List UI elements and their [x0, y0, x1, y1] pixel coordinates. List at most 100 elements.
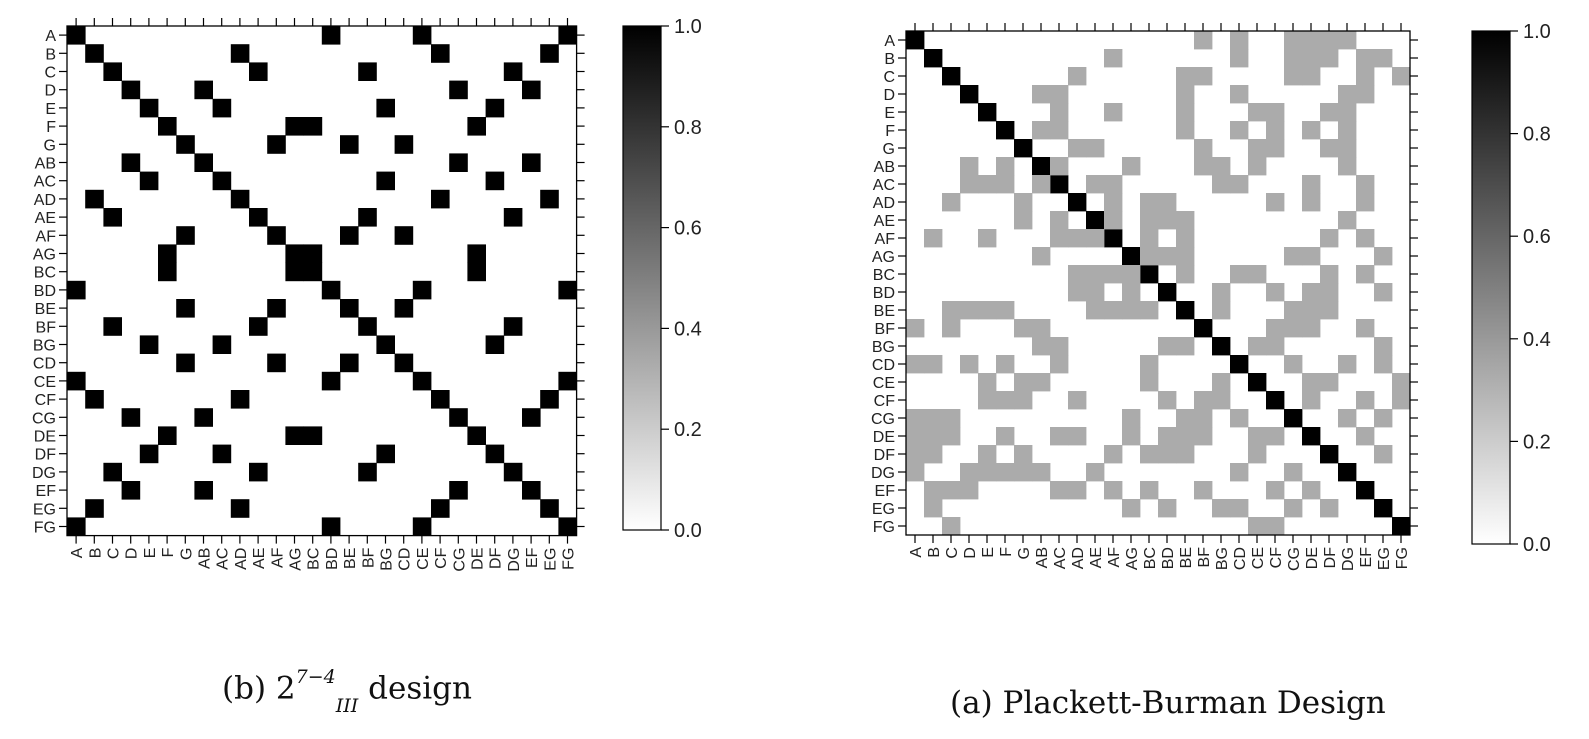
- heatmap-cell-FG-CF: [1266, 517, 1285, 536]
- heatmap-cell-AE-DG: [503, 208, 523, 227]
- heatmap-cell-B-B: [924, 49, 943, 68]
- heatmap-cell-D-BE: [1176, 85, 1195, 104]
- heatmap-cell-DE-F: [158, 426, 177, 445]
- heatmap-cell-AD-AD: [230, 189, 250, 209]
- heatmap-panel-right: AABBCCDDEEFFGGABABACACADADAEAEAFAFAGAGBC…: [871, 21, 1551, 571]
- heatmap-cell-DG-D: [960, 463, 979, 482]
- heatmap-cell-AB-D: [960, 157, 979, 176]
- x-tick-label: BG: [379, 548, 396, 571]
- heatmap-cell-CD-CG: [1284, 355, 1303, 374]
- heatmap-cell-BF-AE: [249, 317, 268, 336]
- heatmap-cell-BD-A: [67, 280, 86, 300]
- heatmap-cell-E-E: [978, 103, 997, 122]
- y-tick-label: DE: [34, 429, 56, 446]
- heatmap-cell-FG-FG: [1392, 517, 1411, 536]
- heatmap-cell-DE-C: [942, 427, 961, 446]
- heatmap-cell-BE-D: [960, 301, 979, 320]
- heatmap-cell-DG-BF: [358, 462, 377, 482]
- heatmap-cell-D-D: [960, 85, 979, 104]
- y-tick-label: CE: [34, 374, 56, 391]
- heatmap-cell-C-C: [103, 62, 122, 81]
- heatmap-cell-G-CD: [394, 135, 414, 154]
- caption-left-base: 2: [275, 670, 296, 707]
- heatmap-cell-DF-CE: [1248, 445, 1267, 464]
- x-tick-label: DF: [488, 547, 505, 569]
- x-tick-label: AE: [251, 548, 268, 569]
- x-tick-label: BE: [342, 548, 359, 569]
- x-tick-label: EF: [1358, 547, 1375, 568]
- heatmap-cell-AE-BF: [358, 208, 377, 227]
- caption-left: (b) 27−4 III design: [222, 666, 472, 717]
- heatmap-cell-CF-AD: [1068, 391, 1087, 410]
- heatmap-cell-CF-FG: [1392, 391, 1411, 410]
- heatmap-cell-AE-BE: [1176, 211, 1195, 230]
- heatmap-cell-CG-AG: [1122, 409, 1141, 428]
- x-tick-label: AD: [233, 548, 250, 570]
- heatmap-cell-DF-A: [906, 445, 925, 464]
- heatmap-cell-BC-AE: [1086, 265, 1105, 284]
- heatmap-cell-DF-DF: [485, 444, 505, 464]
- heatmap-cell-AF-EF: [1356, 229, 1375, 248]
- x-tick-label: F: [160, 547, 177, 557]
- heatmap-cell-F-AG: [285, 117, 304, 136]
- heatmap-cell-EF-BF: [1194, 481, 1213, 500]
- caption-left-suffix: design: [368, 670, 472, 707]
- y-tick-label: BD: [34, 283, 56, 300]
- x-tick-label: EG: [1376, 547, 1393, 570]
- heatmap-cell-CE-E: [978, 373, 997, 392]
- x-tick-label: CF: [433, 547, 450, 569]
- heatmap-cell-F-CF: [1266, 121, 1285, 140]
- heatmap-cell-BF-CG: [1284, 319, 1303, 338]
- heatmap-cell-BG-BD: [1158, 337, 1177, 356]
- heatmap-cell-AE-AC: [1050, 211, 1069, 230]
- y-tick-label: D: [883, 87, 895, 104]
- heatmap-cell-CF-DE: [1302, 391, 1321, 410]
- heatmap-cells-left: [67, 26, 577, 536]
- heatmap-cell-C-CG: [1284, 67, 1303, 86]
- plot-frame-left: [66, 25, 578, 537]
- heatmap-cell-F-DG: [1338, 121, 1357, 140]
- heatmap-cell-BG-DF: [485, 335, 505, 354]
- heatmap-cell-AG-BD: [1158, 247, 1177, 266]
- y-tick-label: CG: [32, 410, 56, 427]
- caption-right: (a) Plackett-Burman Design: [950, 685, 1386, 721]
- heatmap-cell-BF-BF: [1194, 319, 1213, 338]
- heatmap-cell-F-F: [158, 117, 177, 136]
- heatmap-cell-B-EG: [540, 44, 559, 63]
- y-tick-label: FG: [873, 519, 895, 536]
- heatmap-cell-CF-AD: [230, 390, 250, 409]
- x-tick-label: FG: [1394, 547, 1411, 569]
- heatmap-cell-BF-AB: [1032, 319, 1051, 338]
- y-tick-label: EG: [872, 501, 895, 518]
- heatmap-cell-C-BF: [358, 62, 377, 81]
- heatmap-cell-CE-BC: [1140, 373, 1159, 392]
- y-tick-label: AE: [874, 213, 895, 230]
- heatmap-cell-C-BF: [1194, 67, 1213, 86]
- heatmap-cell-DG-F: [996, 463, 1015, 482]
- heatmap-cell-BD-AG: [1122, 283, 1141, 302]
- x-tick-label: AB: [197, 548, 214, 569]
- heatmap-cell-BE-AE: [1086, 301, 1105, 320]
- heatmap-cell-DG-CD: [1230, 463, 1249, 482]
- heatmap-cell-EF-BC: [1140, 481, 1159, 500]
- heatmap-cell-FG-CE: [1248, 517, 1267, 536]
- x-tick-label: DF: [1322, 547, 1339, 569]
- heatmap-cell-AE-BD: [1158, 211, 1177, 230]
- y-tick-label: BF: [36, 319, 57, 336]
- heatmap-cell-BD-CF: [1266, 283, 1285, 302]
- heatmap-cell-AF-B: [924, 229, 943, 248]
- heatmap-cell-CD-EG: [1374, 355, 1393, 374]
- heatmap-cell-AC-E: [978, 175, 997, 194]
- heatmap-cell-BD-CE: [412, 280, 432, 300]
- heatmap-cell-BD-DF: [1320, 283, 1339, 302]
- heatmap-cell-BC-AF: [1104, 265, 1123, 284]
- heatmap-cell-DF-E: [139, 444, 159, 464]
- heatmap-cell-BE-G: [176, 299, 195, 318]
- heatmap-cell-AD-AD: [1068, 193, 1087, 212]
- heatmap-cell-AE-G: [1014, 211, 1033, 230]
- heatmap-cell-BC-BE: [1176, 265, 1195, 284]
- heatmap-cell-F-AC: [1050, 121, 1069, 140]
- heatmap-cell-F-BC: [303, 117, 323, 136]
- heatmap-cell-BF-C: [942, 319, 961, 338]
- heatmap-cell-AG-DE: [467, 244, 486, 263]
